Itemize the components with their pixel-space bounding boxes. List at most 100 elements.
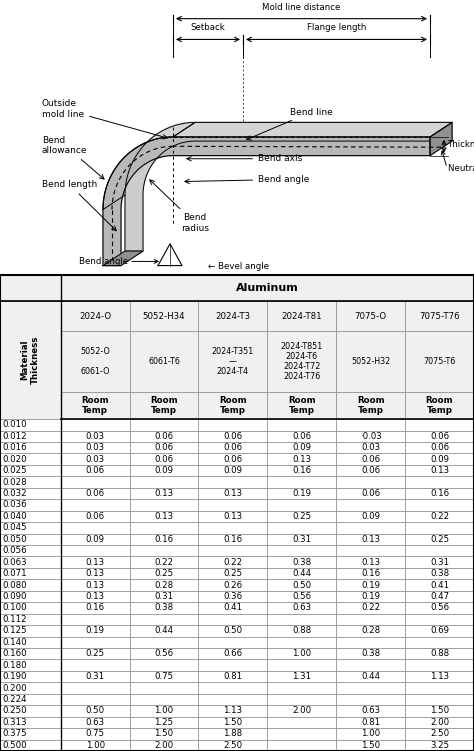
Bar [0, 465, 61, 476]
Text: ← Bevel angle: ← Bevel angle [208, 262, 269, 271]
Bar [61, 522, 129, 534]
Bar [199, 671, 267, 683]
Bar [61, 454, 129, 465]
Bar [0, 602, 61, 614]
Text: 0.06: 0.06 [85, 489, 105, 498]
Bar [405, 683, 474, 694]
Bar [336, 659, 405, 671]
Text: Setback: Setback [191, 23, 225, 32]
Bar [0, 614, 61, 625]
Text: 0.06: 0.06 [361, 489, 380, 498]
Bar [199, 602, 267, 614]
Text: 0.200: 0.200 [3, 683, 27, 692]
Text: 0.25: 0.25 [85, 650, 105, 658]
Bar [199, 740, 267, 751]
Bar [129, 659, 199, 671]
Bar [267, 522, 336, 534]
Bar [61, 614, 129, 625]
Bar [199, 545, 267, 556]
Bar [0, 637, 61, 648]
Bar [336, 442, 405, 454]
Bar [0, 694, 61, 705]
Bar [129, 705, 199, 716]
Text: 0.47: 0.47 [430, 592, 449, 601]
Text: 0.16: 0.16 [85, 604, 105, 613]
Bar [336, 602, 405, 614]
Bar [0, 545, 61, 556]
Bar [129, 625, 199, 637]
Bar [267, 694, 336, 705]
Bar [199, 331, 267, 392]
Text: 0.50: 0.50 [223, 626, 243, 635]
Bar [61, 591, 129, 602]
Bar [405, 442, 474, 454]
Text: 0.56: 0.56 [155, 650, 173, 658]
Bar [199, 556, 267, 568]
Bar [61, 534, 129, 545]
Bar [61, 602, 129, 614]
Polygon shape [103, 122, 195, 210]
Bar [336, 602, 405, 614]
Bar [267, 488, 336, 499]
Bar [0, 476, 61, 488]
Bar [267, 705, 336, 716]
Bar [267, 511, 336, 522]
Text: 0.31: 0.31 [292, 535, 311, 544]
Text: 0.020: 0.020 [3, 454, 27, 463]
Text: 0.012: 0.012 [3, 432, 27, 441]
Bar [129, 637, 199, 648]
Bar [129, 671, 199, 683]
Bar [61, 637, 129, 648]
Bar [336, 454, 405, 465]
Bar [129, 522, 199, 534]
Bar [129, 301, 199, 331]
Text: 0.13: 0.13 [155, 512, 173, 521]
Text: 0.06: 0.06 [155, 454, 173, 463]
Text: 3.25: 3.25 [430, 740, 449, 749]
Text: 5052-H34: 5052-H34 [143, 312, 185, 321]
Bar [61, 716, 129, 728]
Bar [61, 648, 129, 659]
Bar [267, 716, 336, 728]
Bar [129, 740, 199, 751]
Bar [199, 454, 267, 465]
Text: Aluminum: Aluminum [236, 283, 299, 293]
Text: 0.28: 0.28 [155, 581, 173, 590]
Bar [61, 331, 129, 392]
Bar [336, 625, 405, 637]
Bar [199, 488, 267, 499]
Text: 0.75: 0.75 [85, 729, 105, 738]
Bar [336, 705, 405, 716]
Text: 0.63: 0.63 [292, 604, 311, 613]
Text: 1.25: 1.25 [155, 718, 173, 727]
Bar [0, 683, 61, 694]
Bar [267, 392, 336, 419]
Bar [129, 591, 199, 602]
Text: 0.56: 0.56 [430, 604, 449, 613]
Bar [267, 740, 336, 751]
Text: 5052-O

6061-O: 5052-O 6061-O [80, 347, 110, 376]
Text: 0.16: 0.16 [155, 535, 173, 544]
Bar [129, 648, 199, 659]
Bar [199, 465, 267, 476]
Bar [61, 476, 129, 488]
Bar [199, 556, 267, 568]
Bar [129, 579, 199, 591]
Text: Room
Temp: Room Temp [426, 396, 453, 415]
Bar [405, 637, 474, 648]
Bar [129, 499, 199, 511]
Text: 0.010: 0.010 [3, 421, 27, 430]
Bar [267, 602, 336, 614]
Bar [129, 442, 199, 454]
Bar [405, 499, 474, 511]
Bar [0, 625, 61, 637]
Bar [199, 625, 267, 637]
Bar [199, 534, 267, 545]
Bar [405, 659, 474, 671]
Bar [0, 275, 61, 301]
Bar [199, 476, 267, 488]
Bar [0, 705, 61, 716]
Bar [405, 716, 474, 728]
Bar [61, 419, 129, 430]
Text: 0.13: 0.13 [430, 466, 449, 475]
